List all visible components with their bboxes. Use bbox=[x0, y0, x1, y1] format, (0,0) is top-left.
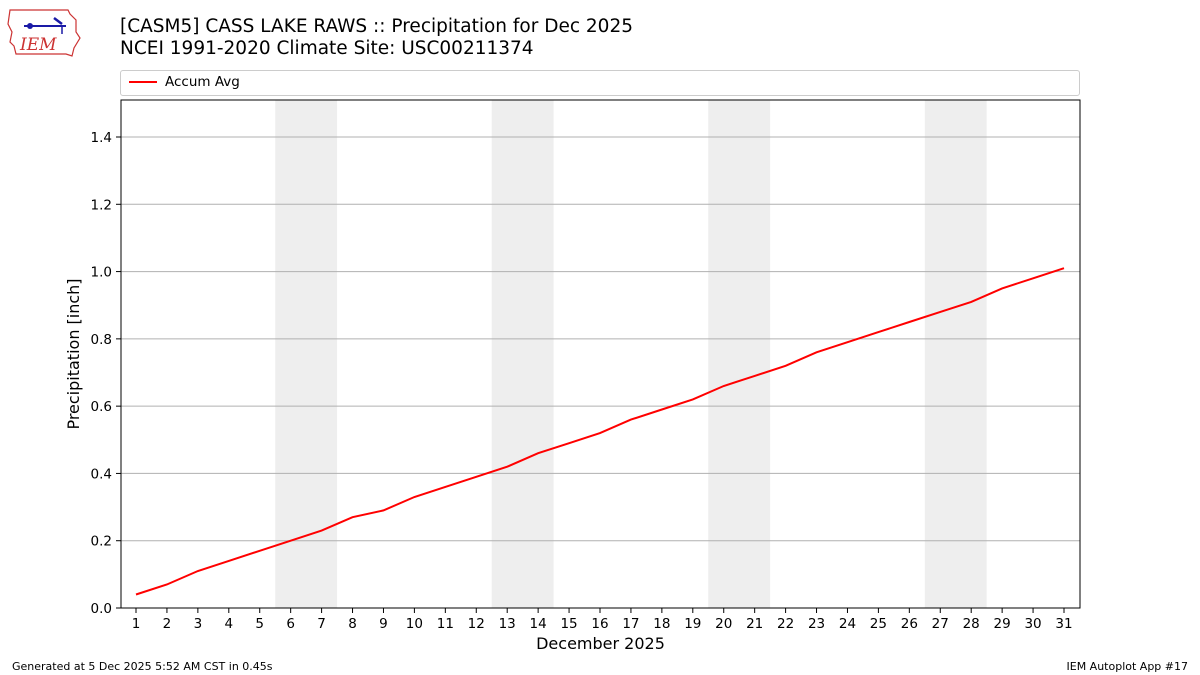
x-tick-label-23: 23 bbox=[808, 616, 825, 632]
x-tick-label-6: 6 bbox=[286, 616, 295, 632]
y-tick-label-1: 0.2 bbox=[91, 534, 112, 550]
weekend-band-3 bbox=[708, 100, 771, 608]
x-tick-label-9: 9 bbox=[379, 616, 388, 632]
x-tick-label-12: 12 bbox=[468, 616, 485, 632]
y-tick-label-4: 0.8 bbox=[91, 332, 112, 348]
x-tick-label-25: 25 bbox=[870, 616, 887, 632]
title-line-2: NCEI 1991-2020 Climate Site: USC00211374 bbox=[120, 38, 534, 59]
x-tick-label-1: 1 bbox=[132, 616, 141, 632]
weekend-band-1 bbox=[275, 100, 338, 608]
x-tick-label-17: 17 bbox=[622, 616, 639, 632]
x-tick-label-22: 22 bbox=[777, 616, 794, 632]
weekend-shading-group bbox=[275, 100, 987, 608]
x-tick-label-5: 5 bbox=[255, 616, 264, 632]
x-tick-label-7: 7 bbox=[317, 616, 326, 632]
x-tick-label-19: 19 bbox=[684, 616, 701, 632]
x-tick-label-13: 13 bbox=[499, 616, 516, 632]
x-tick-label-29: 29 bbox=[994, 616, 1011, 632]
y-tick-label-0: 0.0 bbox=[91, 601, 112, 617]
legend-label-accum-avg: Accum Avg bbox=[165, 74, 240, 90]
x-tick-label-16: 16 bbox=[591, 616, 608, 632]
gridlines-group bbox=[121, 136, 1080, 542]
y-tick-label-2: 0.4 bbox=[91, 466, 112, 482]
y-tick-label-3: 0.6 bbox=[91, 399, 112, 415]
x-tick-label-2: 2 bbox=[163, 616, 172, 632]
x-tick-label-8: 8 bbox=[348, 616, 357, 632]
x-tick-label-26: 26 bbox=[901, 616, 918, 632]
title-line-1: [CASM5] CASS LAKE RAWS :: Precipitation … bbox=[120, 16, 633, 37]
legend: Accum Avg bbox=[120, 70, 1080, 96]
x-tick-label-27: 27 bbox=[932, 616, 949, 632]
chart-title: [CASM5] CASS LAKE RAWS :: Precipitation … bbox=[120, 16, 633, 60]
x-tick-label-24: 24 bbox=[839, 616, 856, 632]
y-axis-ticks-group: 0.0 0.2 0.4 0.6 0.8 1.0 1.2 1.4 bbox=[91, 130, 121, 617]
x-axis-title: December 2025 bbox=[536, 634, 665, 653]
x-tick-label-30: 30 bbox=[1024, 616, 1041, 632]
series-line-accum-avg bbox=[135, 267, 1065, 596]
generated-timestamp: Generated at 5 Dec 2025 5:52 AM CST in 0… bbox=[12, 660, 273, 673]
app-label: IEM Autoplot App #17 bbox=[1066, 660, 1189, 673]
y-axis-title: Precipitation [inch] bbox=[64, 278, 83, 429]
x-tick-label-11: 11 bbox=[437, 616, 454, 632]
x-tick-label-15: 15 bbox=[560, 616, 577, 632]
x-tick-label-14: 14 bbox=[530, 616, 547, 632]
legend-swatch-accum-avg bbox=[129, 81, 157, 83]
y-tick-label-5: 1.0 bbox=[91, 265, 112, 281]
y-tick-label-6: 1.2 bbox=[91, 197, 112, 213]
x-tick-label-4: 4 bbox=[225, 616, 234, 632]
x-axis-ticks-group: 1 2 3 4 5 6 7 8 9 10 11 12 13 14 15 16 17 18 19 20 21 22 23 24 2… bbox=[132, 608, 1073, 632]
series-group bbox=[135, 267, 1065, 596]
weekend-band-4 bbox=[924, 100, 987, 608]
x-tick-label-20: 20 bbox=[715, 616, 732, 632]
x-tick-label-21: 21 bbox=[746, 616, 763, 632]
logo-text: IEM bbox=[19, 35, 57, 55]
x-tick-label-3: 3 bbox=[194, 616, 203, 632]
weekend-band-2 bbox=[491, 100, 554, 608]
x-tick-label-28: 28 bbox=[963, 616, 980, 632]
y-tick-label-7: 1.4 bbox=[91, 130, 112, 146]
iem-logo: IEM bbox=[6, 4, 82, 60]
x-tick-label-31: 31 bbox=[1055, 616, 1072, 632]
x-tick-label-10: 10 bbox=[406, 616, 423, 632]
x-tick-label-18: 18 bbox=[653, 616, 670, 632]
